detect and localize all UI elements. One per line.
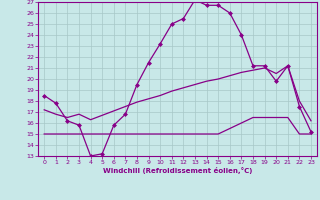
X-axis label: Windchill (Refroidissement éolien,°C): Windchill (Refroidissement éolien,°C) (103, 167, 252, 174)
